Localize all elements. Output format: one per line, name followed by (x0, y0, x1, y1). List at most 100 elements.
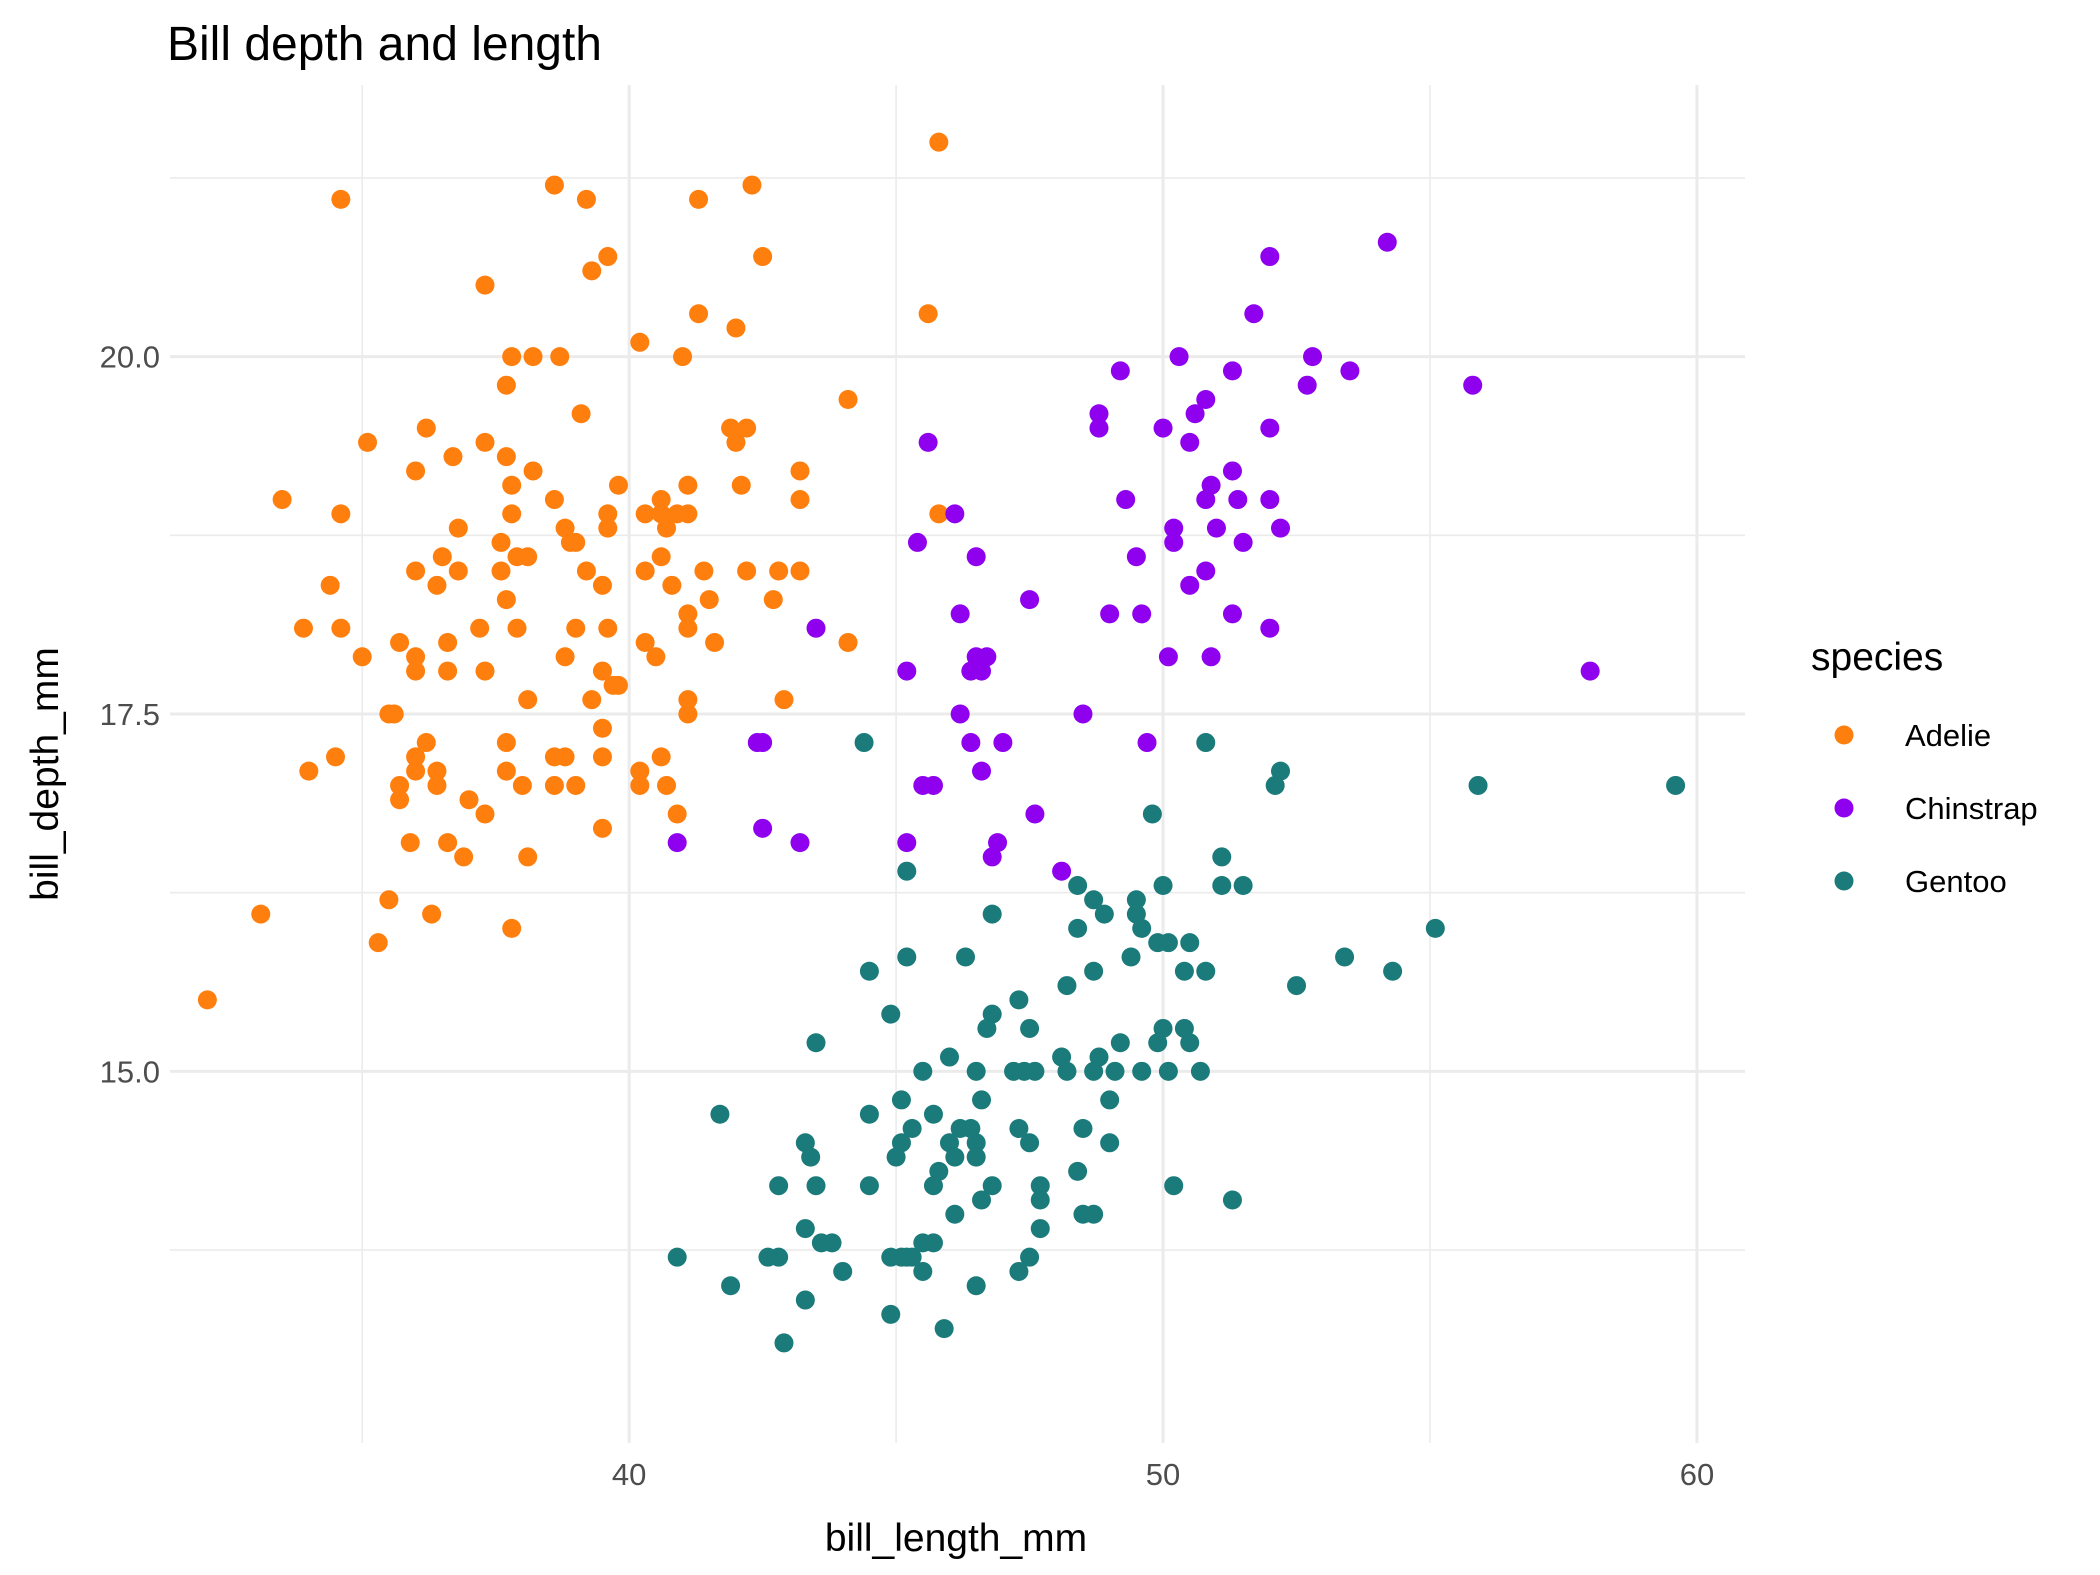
data-point-adelie (454, 847, 474, 867)
data-point-gentoo (1132, 918, 1152, 938)
data-point-adelie (406, 661, 426, 681)
data-point-adelie (592, 718, 612, 738)
data-point-gentoo (982, 1004, 1002, 1024)
data-point-gentoo (1148, 1033, 1168, 1053)
data-point-adelie (293, 618, 313, 638)
data-point-adelie (390, 632, 410, 652)
data-point-adelie (576, 189, 596, 209)
data-point-chinstrap (961, 733, 981, 753)
data-point-adelie (678, 690, 698, 710)
data-point-adelie (544, 775, 564, 795)
data-point-adelie (326, 747, 346, 767)
data-point-adelie (427, 775, 447, 795)
data-point-adelie (475, 432, 495, 452)
data-point-gentoo (939, 1133, 959, 1153)
data-point-gentoo (1158, 933, 1178, 953)
data-point-adelie (544, 490, 564, 510)
data-point-adelie (657, 518, 677, 538)
data-point-gentoo (1121, 947, 1141, 967)
data-point-chinstrap (982, 847, 1002, 867)
data-point-adelie (582, 261, 602, 281)
data-point-chinstrap (1233, 532, 1253, 552)
data-point-gentoo (795, 1290, 815, 1310)
data-point-gentoo (1174, 1018, 1194, 1038)
data-point-gentoo (1009, 1261, 1029, 1281)
data-point-adelie (838, 632, 858, 652)
data-point-gentoo (1196, 733, 1216, 753)
data-point-chinstrap (1228, 490, 1248, 510)
data-point-gentoo (923, 1176, 943, 1196)
x-tick-label: 60 (1680, 1457, 1714, 1492)
data-point-gentoo (913, 1261, 933, 1281)
data-point-gentoo (795, 1133, 815, 1153)
data-point-chinstrap (1089, 418, 1109, 438)
data-point-chinstrap (1222, 461, 1242, 481)
data-point-gentoo (1110, 1033, 1130, 1053)
data-point-adelie (731, 475, 751, 495)
data-point-adelie (678, 475, 698, 495)
data-point-adelie (358, 432, 378, 452)
data-point-adelie (929, 504, 949, 524)
data-point-gentoo (1025, 1061, 1045, 1081)
data-point-gentoo (801, 1147, 821, 1167)
data-point-gentoo (1020, 1247, 1040, 1267)
data-point-gentoo (1084, 961, 1104, 981)
data-point-chinstrap (907, 532, 927, 552)
data-point-chinstrap (897, 833, 917, 853)
data-point-chinstrap (923, 775, 943, 795)
data-point-gentoo (1153, 876, 1173, 896)
data-point-adelie (438, 833, 458, 853)
data-point-adelie (502, 475, 522, 495)
data-point-gentoo (769, 1247, 789, 1267)
data-point-gentoo (1180, 933, 1200, 953)
data-point-gentoo (1174, 961, 1194, 981)
data-point-chinstrap (1180, 432, 1200, 452)
data-point-chinstrap (1116, 490, 1136, 510)
data-point-adelie (390, 775, 410, 795)
data-point-gentoo (972, 1090, 992, 1110)
data-point-gentoo (966, 1147, 986, 1167)
data-point-adelie (331, 504, 351, 524)
data-point-gentoo (1180, 1033, 1200, 1053)
data-point-adelie (438, 632, 458, 652)
data-point-adelie (384, 704, 404, 724)
y-tick-label: 15.0 (100, 1054, 160, 1089)
data-point-chinstrap (1297, 375, 1317, 395)
data-point-adelie (523, 461, 543, 481)
data-point-adelie (390, 790, 410, 810)
data-point-chinstrap (1260, 490, 1280, 510)
data-point-chinstrap (897, 661, 917, 681)
x-tick-label: 40 (612, 1457, 646, 1492)
data-point-adelie (555, 647, 575, 667)
data-point-adelie (379, 890, 399, 910)
data-point-gentoo (982, 904, 1002, 924)
data-point-adelie (502, 918, 522, 938)
data-point-adelie (566, 532, 586, 552)
data-point-adelie (400, 833, 420, 853)
data-point-chinstrap (1206, 518, 1226, 538)
data-point-chinstrap (1132, 604, 1152, 624)
data-point-gentoo (721, 1276, 741, 1296)
data-point-adelie (790, 461, 810, 481)
legend-key-chinstrap (1834, 798, 1854, 818)
data-point-adelie (422, 904, 442, 924)
data-point-adelie (416, 418, 436, 438)
data-point-adelie (721, 418, 741, 438)
data-point-gentoo (1164, 1176, 1184, 1196)
data-point-chinstrap (950, 704, 970, 724)
data-point-chinstrap (972, 761, 992, 781)
data-point-gentoo (881, 1304, 901, 1324)
data-point-chinstrap (790, 833, 810, 853)
data-point-chinstrap (1073, 704, 1093, 724)
data-point-adelie (251, 904, 271, 924)
data-point-chinstrap (667, 833, 687, 853)
data-point-chinstrap (1185, 404, 1205, 424)
data-point-gentoo (1105, 1061, 1125, 1081)
data-point-gentoo (859, 1176, 879, 1196)
data-point-adelie (651, 547, 671, 567)
data-point-adelie (726, 318, 746, 338)
data-point-gentoo (1009, 1119, 1029, 1139)
data-point-adelie (512, 775, 532, 795)
data-point-adelie (635, 561, 655, 581)
